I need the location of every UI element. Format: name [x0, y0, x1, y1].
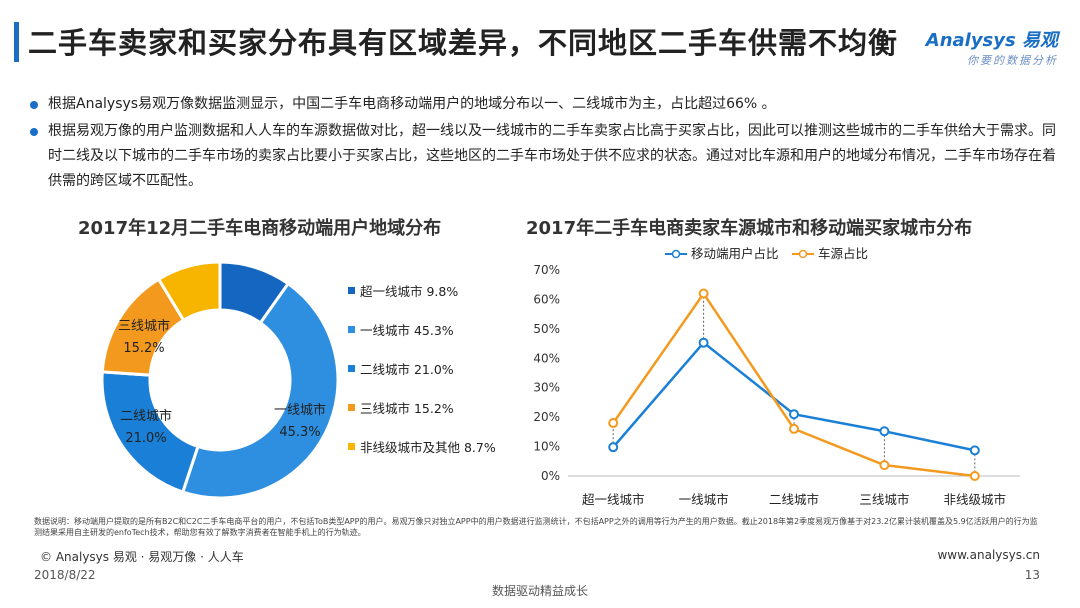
date: 2018/8/22 — [34, 568, 96, 582]
y-tick-label: 60% — [533, 292, 560, 306]
x-tick-label: 超一线城市 — [582, 492, 645, 507]
data-point — [608, 418, 619, 429]
data-point — [969, 445, 980, 456]
donut-chart-title: 2017年12月二手车电商移动端用户地域分布 — [78, 218, 442, 239]
legend-swatch — [348, 443, 355, 450]
y-tick-label: 40% — [533, 351, 560, 365]
logo-tagline: 你要的数据分析 — [967, 54, 1058, 67]
page-title: 二手车卖家和买家分布具有区域差异，不同地区二手车供需不均衡 — [28, 26, 899, 60]
legend-label: 二线城市 21.0% — [360, 362, 454, 377]
legend-label: 一线城市 45.3% — [360, 323, 454, 338]
page-number: 13 — [1024, 568, 1040, 582]
donut-slice — [156, 260, 222, 323]
data-point — [698, 337, 709, 348]
brand-logo: Analysys 易观 你要的数据分析 — [926, 26, 1058, 68]
bullet-dot-icon — [30, 101, 38, 109]
bullet-text: 根据易观万像的用户监测数据和人人车的车源数据做对比，超一线以及一线城市的二手车卖… — [48, 123, 1056, 189]
footnote: 数据说明：移动端用户提取的是所有B2C和C2C二手车电商平台的用户，不包括ToB… — [34, 517, 1038, 537]
x-tick-label: 一线城市 — [679, 492, 729, 507]
legend-label: 移动端用户占比 — [691, 246, 779, 261]
data-point — [698, 288, 709, 299]
legend-label: 车源占比 — [818, 246, 868, 261]
slice-value-label: 21.0% — [125, 431, 166, 446]
data-point — [608, 442, 619, 453]
slice-value-label: 45.3% — [279, 425, 320, 440]
bullet-text: 根据Analysys易观万像数据监测显示，中国二手车电商移动端用户的地域分布以一… — [48, 96, 776, 112]
slice-label: 三线城市 — [118, 318, 170, 334]
copyright: © Analysys 易观 · 易观万像 · 人人车 — [40, 550, 244, 564]
y-tick-label: 10% — [533, 440, 560, 454]
y-tick-label: 20% — [533, 410, 560, 424]
data-point — [879, 460, 890, 471]
legend-label: 超一线城市 9.8% — [360, 284, 458, 299]
legend-label: 非线级城市及其他 8.7% — [360, 440, 496, 455]
data-point — [789, 409, 799, 420]
bullet-list: 根据Analysys易观万像数据监测显示，中国二手车电商移动端用户的地域分布以一… — [26, 92, 1056, 196]
data-point — [789, 423, 799, 434]
x-tick-label: 二线城市 — [769, 492, 819, 507]
data-point — [879, 426, 890, 437]
bullet-dot-icon — [30, 128, 38, 136]
slogan: 数据驱动精益成长 — [491, 584, 588, 598]
logo-brand: Analysys 易观 — [925, 30, 1058, 51]
slice-label: 一线城市 — [274, 402, 326, 418]
slice-value-label: 15.2% — [123, 341, 164, 356]
y-tick-label: 50% — [533, 322, 560, 336]
y-tick-label: 30% — [533, 381, 560, 395]
donut-slice — [180, 281, 340, 500]
x-tick-label: 非线级城市 — [944, 492, 1007, 507]
legend-swatch — [348, 326, 355, 333]
data-point — [969, 471, 980, 481]
legend-swatch — [348, 287, 355, 294]
donut-chart: 一线城市 45.3% 二线城市 21.0% 三线城市 15.2% 超一线城市 9.8% 一线城… — [100, 260, 496, 500]
line-chart-title: 2017年二手车电商卖家车源城市和移动端买家城市分布 — [526, 218, 973, 239]
bullet-item: 根据Analysys易观万像数据监测显示，中国二手车电商移动端用户的地域分布以一… — [26, 92, 1056, 117]
website-link[interactable]: www.analysys.cn — [937, 548, 1040, 562]
legend-swatch — [348, 365, 355, 372]
legend-marker — [671, 249, 681, 259]
legend-label: 三线城市 15.2% — [360, 401, 454, 416]
series-line — [612, 340, 976, 452]
bullet-item: 根据易观万像的用户监测数据和人人车的车源数据做对比，超一线以及一线城市的二手车卖… — [26, 119, 1056, 194]
x-tick-label: 三线城市 — [859, 492, 909, 507]
y-tick-label: 0% — [541, 469, 560, 483]
legend-marker — [798, 249, 808, 259]
line-chart: 0% 10% 20% 30% 40% 50% 60% 70% 超一线城市 一线城市 二线城市 三线城市… — [533, 246, 1020, 507]
y-tick-label: 70% — [533, 263, 560, 277]
title-accent-bar — [14, 22, 19, 62]
legend-swatch — [348, 404, 355, 411]
slice-label: 二线城市 — [120, 408, 172, 424]
